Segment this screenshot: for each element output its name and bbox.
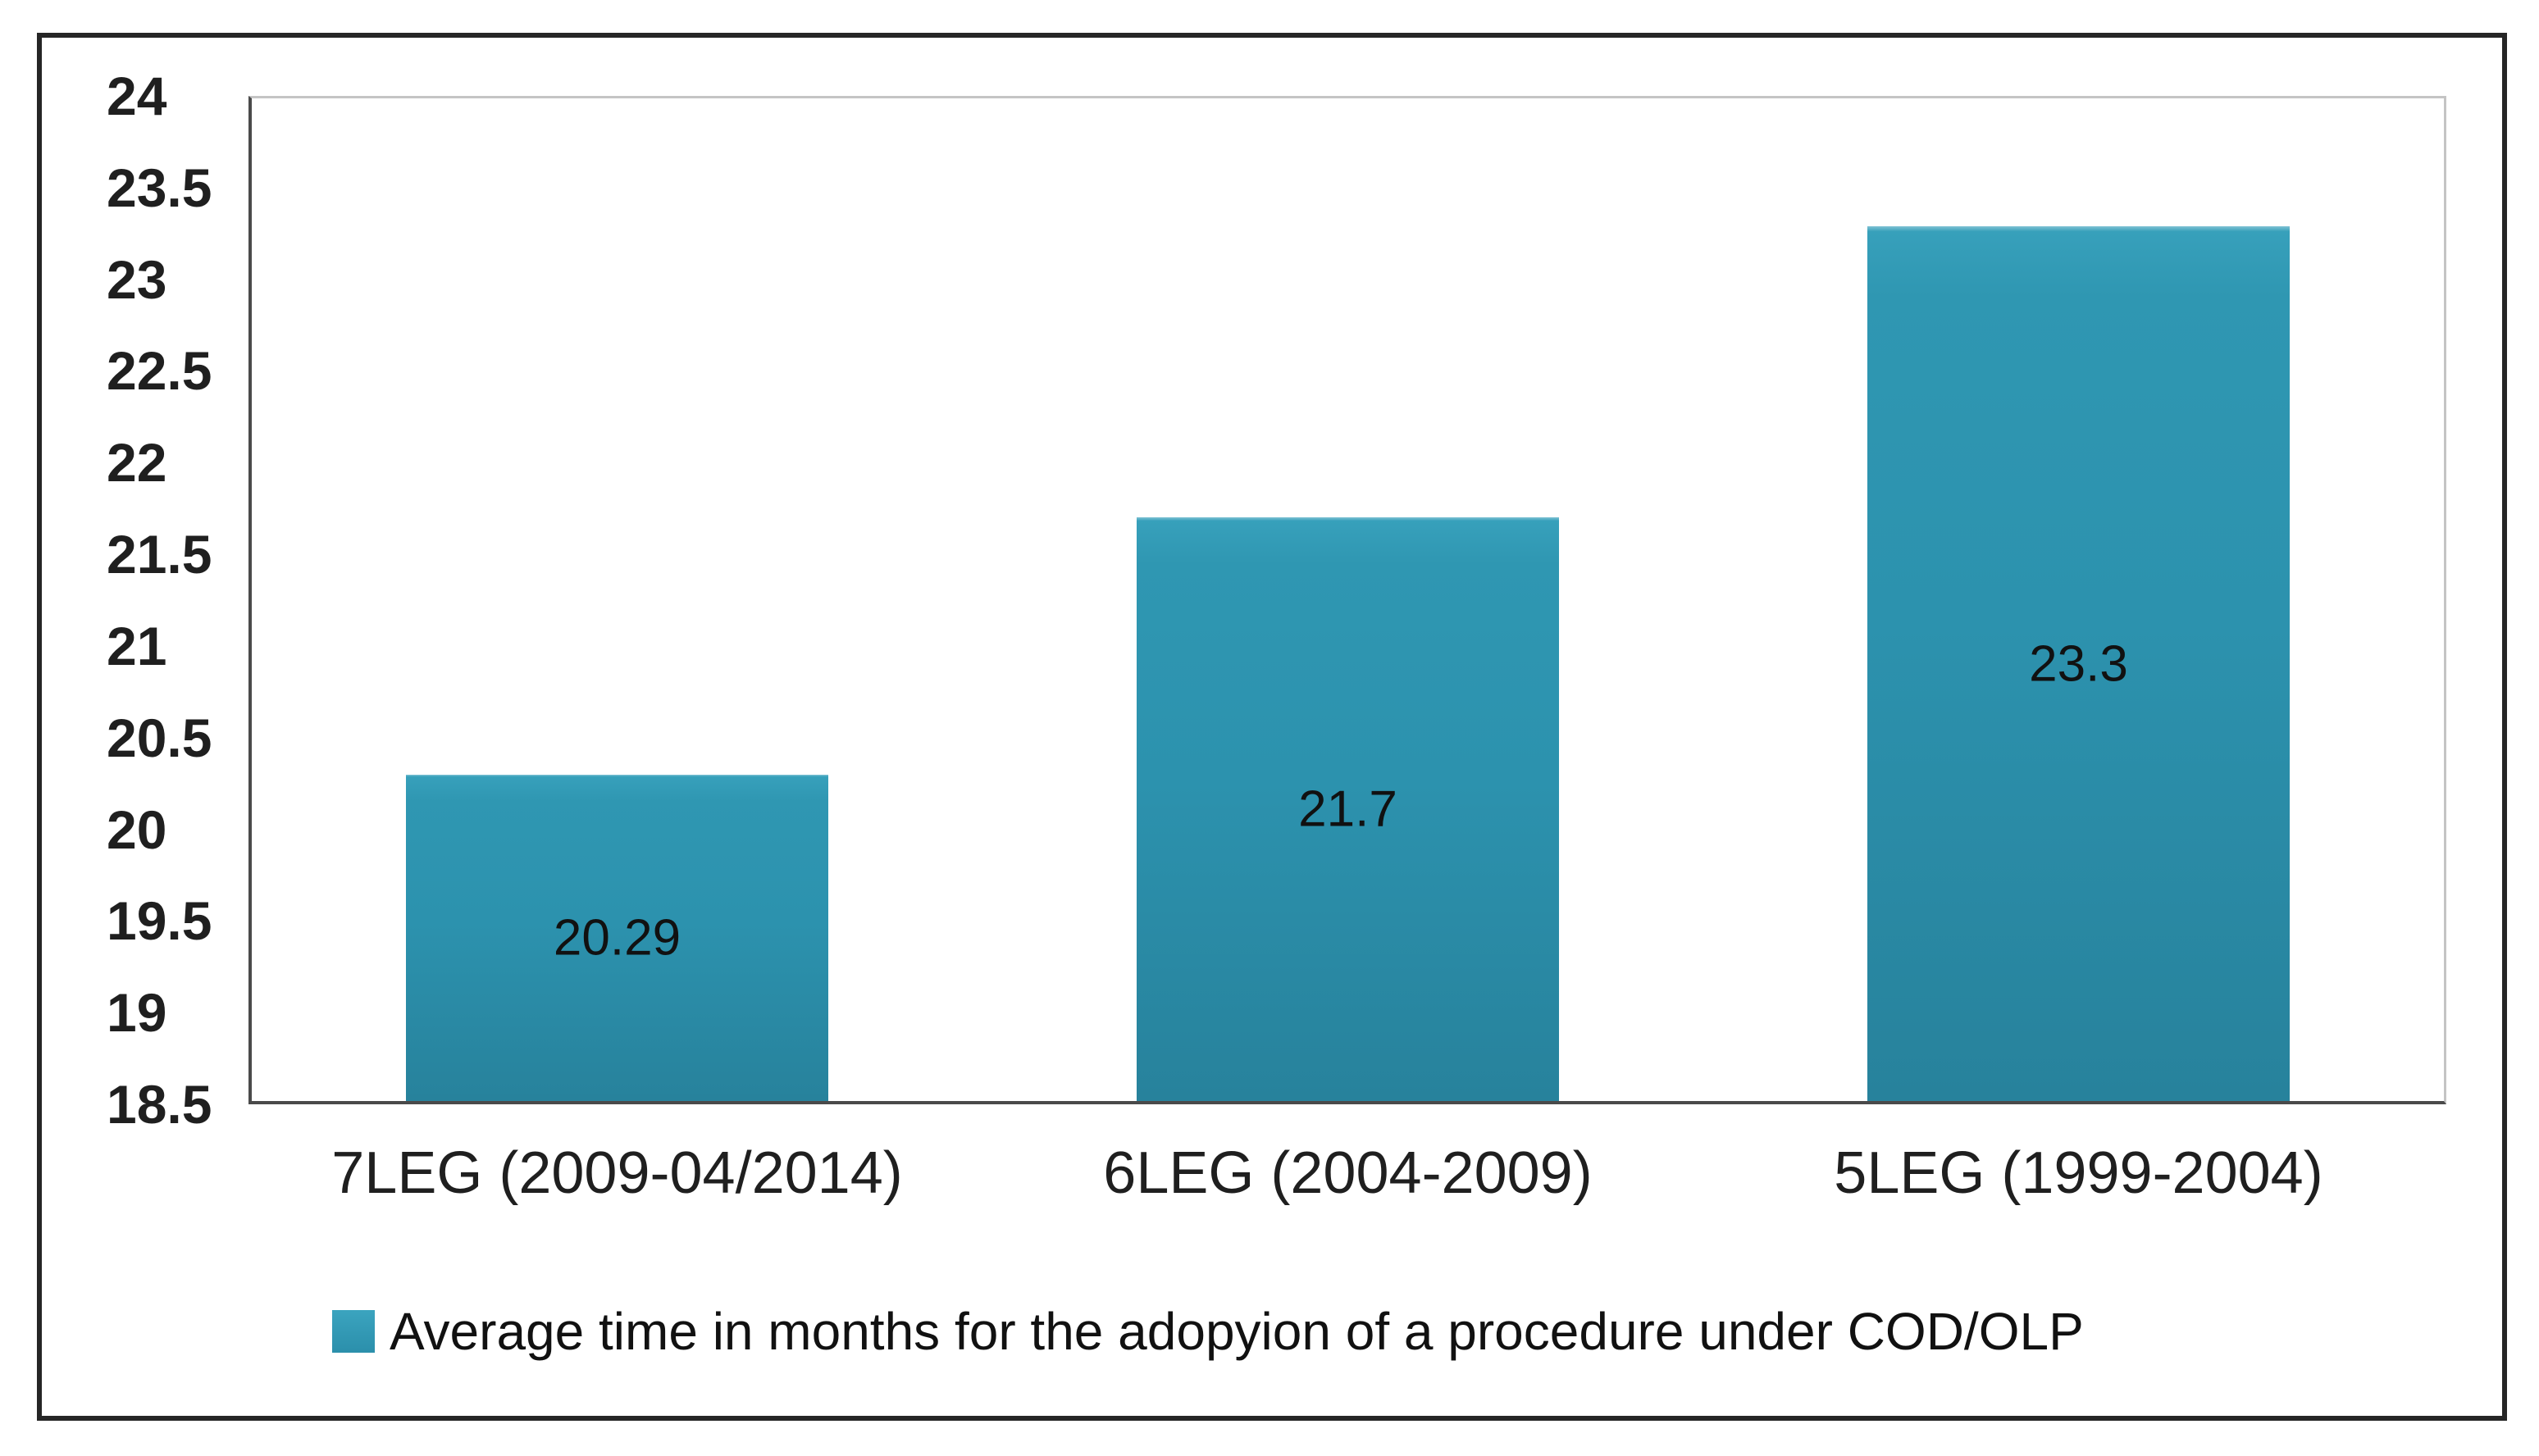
bar-5LEG (1999-2004): 23.3: [1867, 226, 2290, 1101]
legend-series-label: Average time in months for the adopyion …: [390, 1302, 2084, 1361]
x-category-label: 7LEG (2009-04/2014): [331, 1140, 903, 1206]
plot-area: 20.29 21.7 23.3: [248, 96, 2446, 1104]
y-tick-label: 18.5: [107, 1074, 212, 1135]
x-category-label: 6LEG (2004-2009): [1103, 1140, 1593, 1206]
y-tick-label: 22: [107, 432, 167, 494]
legend: Average time in months for the adopyion …: [332, 1299, 2084, 1364]
bar-value-label: 20.29: [553, 909, 681, 967]
bar-value-label: 21.7: [1298, 780, 1397, 838]
bar-6LEG (2004-2009): 21.7: [1137, 517, 1559, 1101]
y-tick-label: 22.5: [107, 340, 212, 402]
y-tick-label: 23.5: [107, 157, 212, 218]
y-tick-label: 20: [107, 799, 167, 860]
y-tick-label: 21.5: [107, 524, 212, 585]
y-tick-label: 20.5: [107, 707, 212, 768]
x-category-label: 5LEG (1999-2004): [1834, 1140, 2323, 1206]
y-tick-label: 19: [107, 982, 167, 1044]
y-tick-label: 24: [107, 66, 167, 126]
figure-frame: 24 23.5 23 22.5 22 21.5 21 20.5 20 19.5 19 18.5 20.…: [37, 33, 2507, 1421]
bar-7LEG (2009-04/2014): 20.29: [406, 775, 828, 1101]
y-tick-label: 19.5: [107, 890, 212, 952]
y-tick-label: 23: [107, 248, 167, 310]
bar-value-label: 23.3: [2029, 635, 2128, 692]
legend-marker-swatch: [332, 1310, 375, 1353]
y-tick-label: 21: [107, 615, 167, 676]
